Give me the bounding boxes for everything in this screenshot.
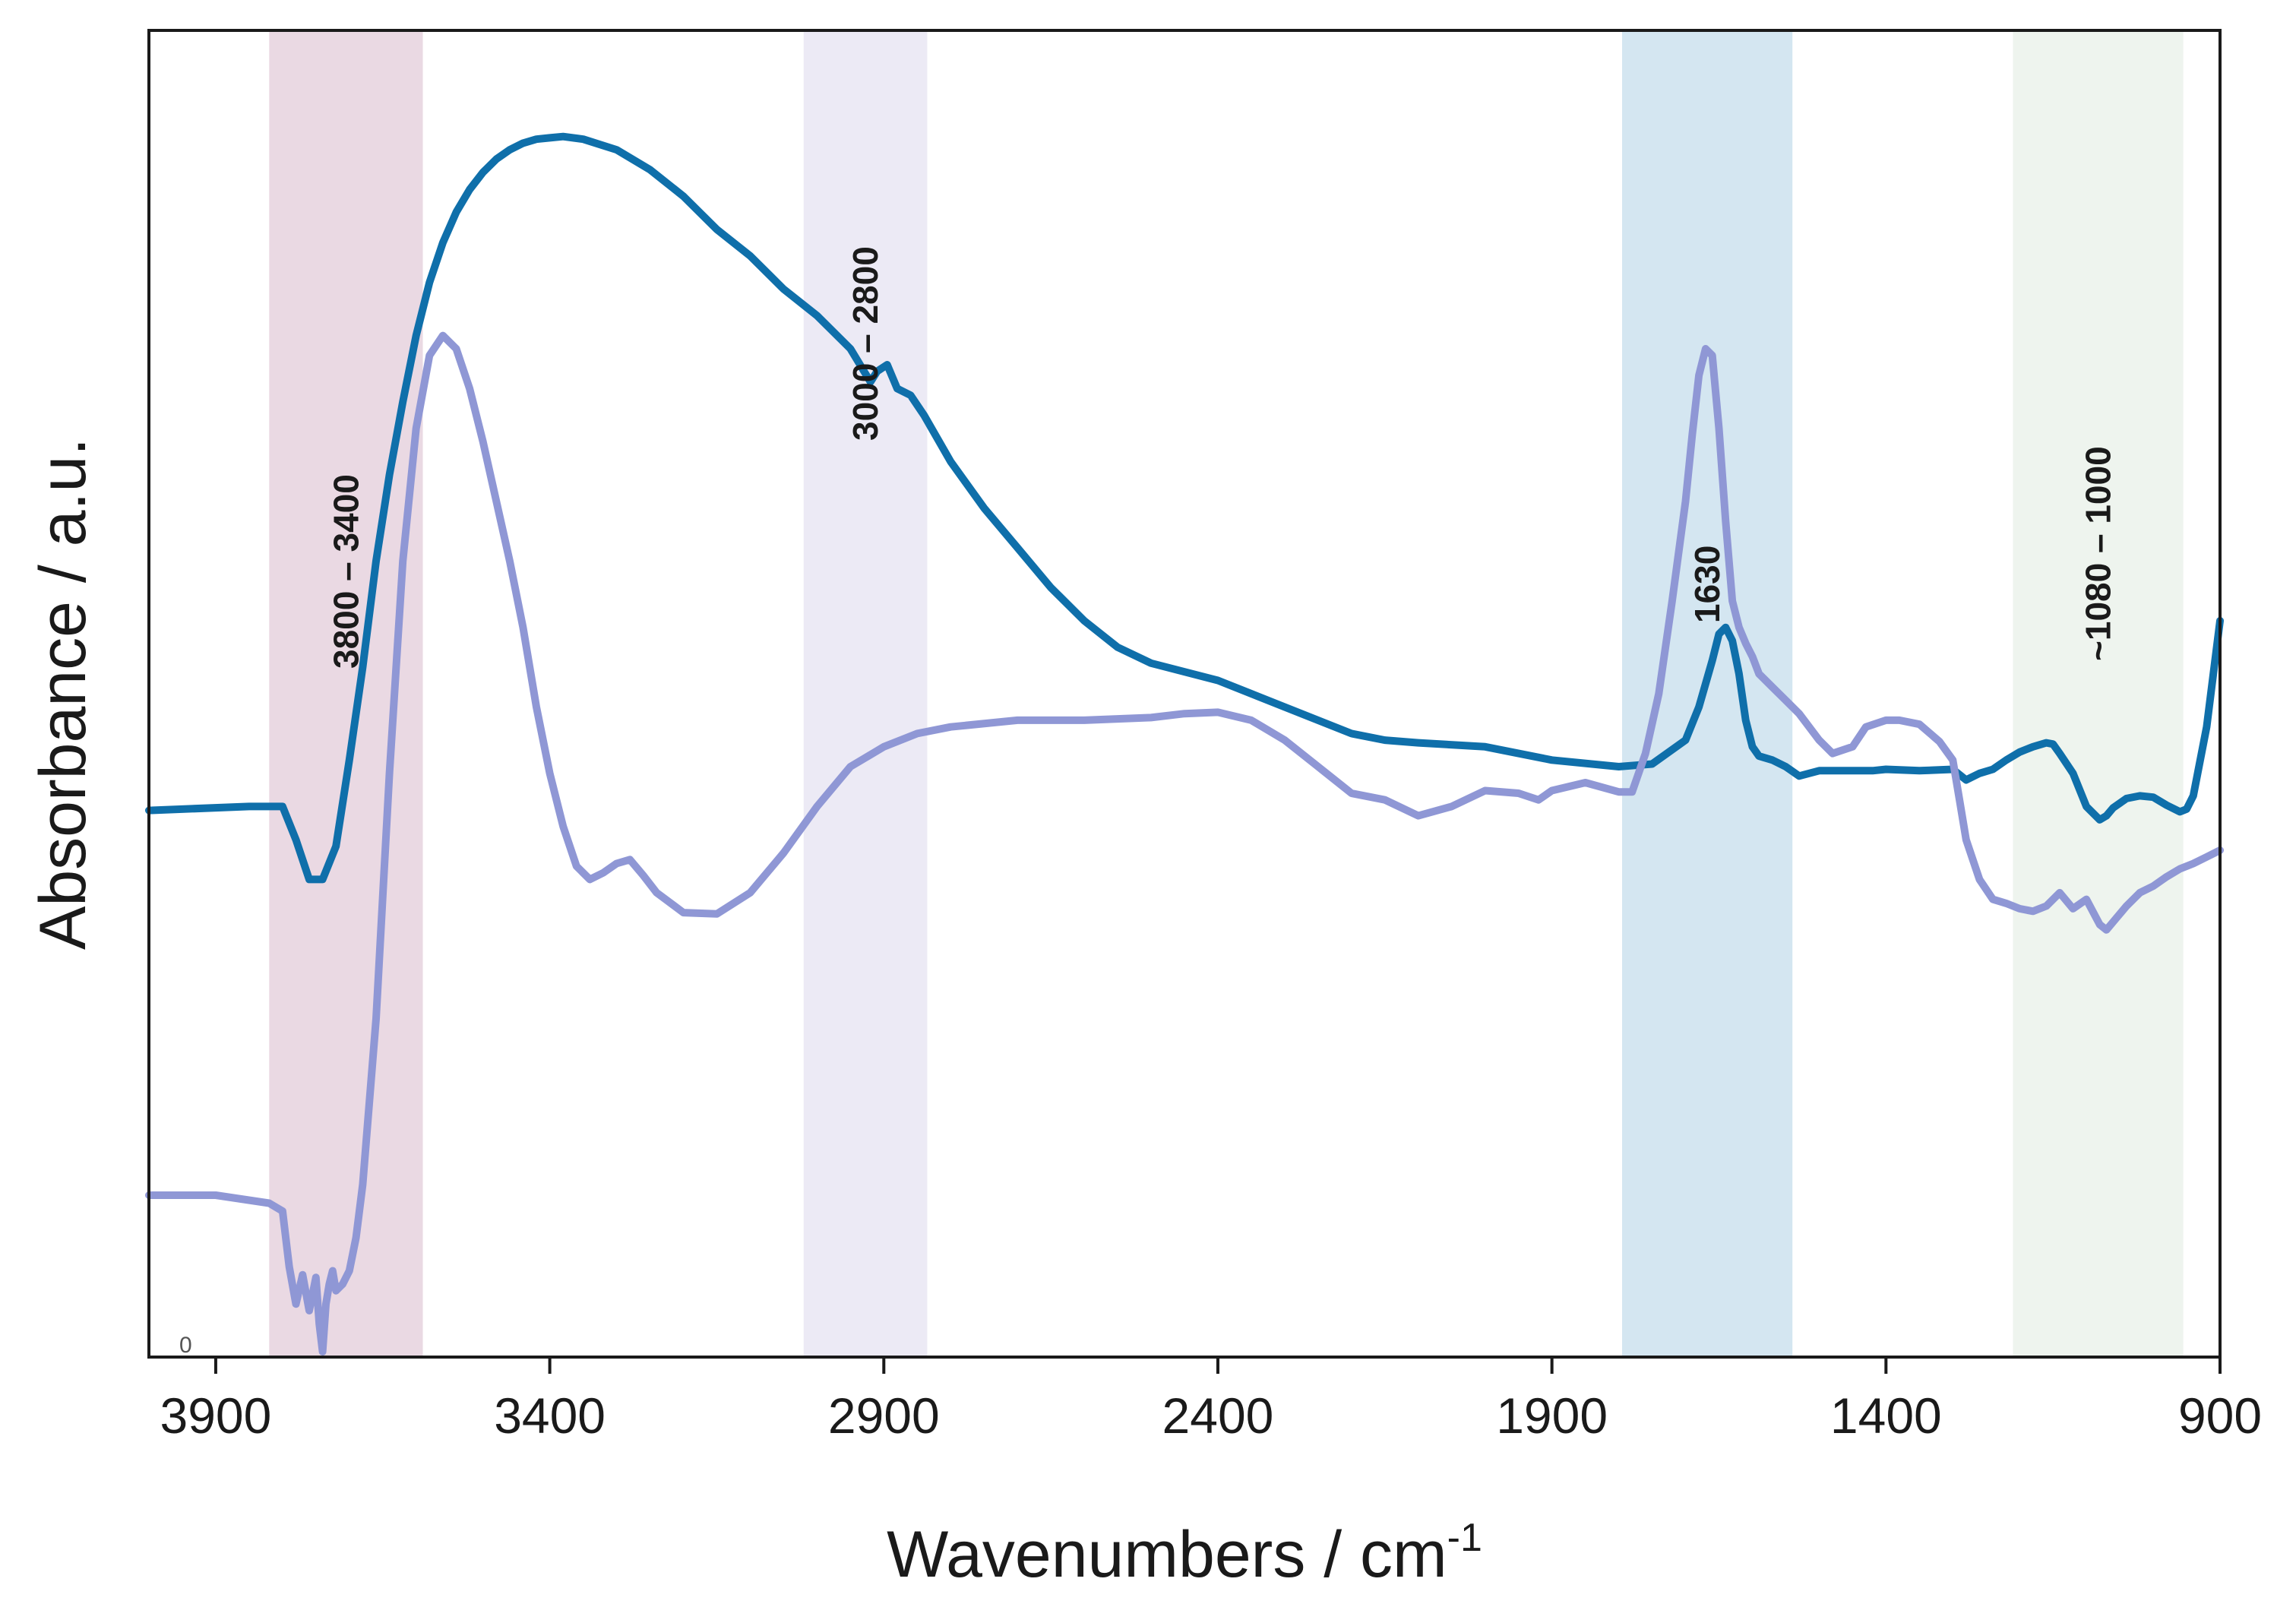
series-line-2 (145, 331, 2224, 1356)
corner-mark: 0 (179, 1333, 192, 1358)
x-tick-label-5: 1900 (1496, 1387, 1608, 1444)
series-lines (145, 132, 2224, 1356)
band-labels: 3800 – 3400 3000 – 2800 1630 ~1080 – 1000 (326, 246, 2117, 669)
band-4 (2013, 30, 2184, 1357)
band-2 (803, 30, 928, 1357)
x-tick-label-3: 2900 (828, 1387, 940, 1444)
x-tick-label-2: 3400 (494, 1387, 606, 1444)
x-axis-label-superscript: -1 (1447, 1516, 1482, 1560)
x-axis-label-text: Wavenumbers / cm (887, 1518, 1447, 1591)
x-tick-label-6: 1400 (1830, 1387, 1942, 1444)
x-axis-label: Wavenumbers / cm-1 (887, 1516, 1482, 1591)
y-axis-label: Absorbance / a.u. (27, 438, 100, 950)
band-label-3: 1630 (1687, 546, 1727, 623)
band-3 (1621, 30, 1793, 1357)
x-tick-label-4: 2400 (1162, 1387, 1274, 1444)
x-axis-ticks: 3900 3400 2900 2400 1900 1400 900 (160, 1357, 2262, 1444)
band-label-1: 3800 – 3400 (326, 474, 365, 669)
highlight-bands (269, 30, 2184, 1357)
band-label-4: ~1080 – 1000 (2079, 446, 2118, 661)
band-label-2: 3000 – 2800 (846, 246, 885, 441)
x-tick-label-7: 900 (2178, 1387, 2262, 1444)
x-tick-label-1: 3900 (160, 1387, 272, 1444)
series-line-1 (145, 132, 2224, 884)
plot-frame (147, 29, 2222, 1359)
band-1 (269, 30, 423, 1357)
